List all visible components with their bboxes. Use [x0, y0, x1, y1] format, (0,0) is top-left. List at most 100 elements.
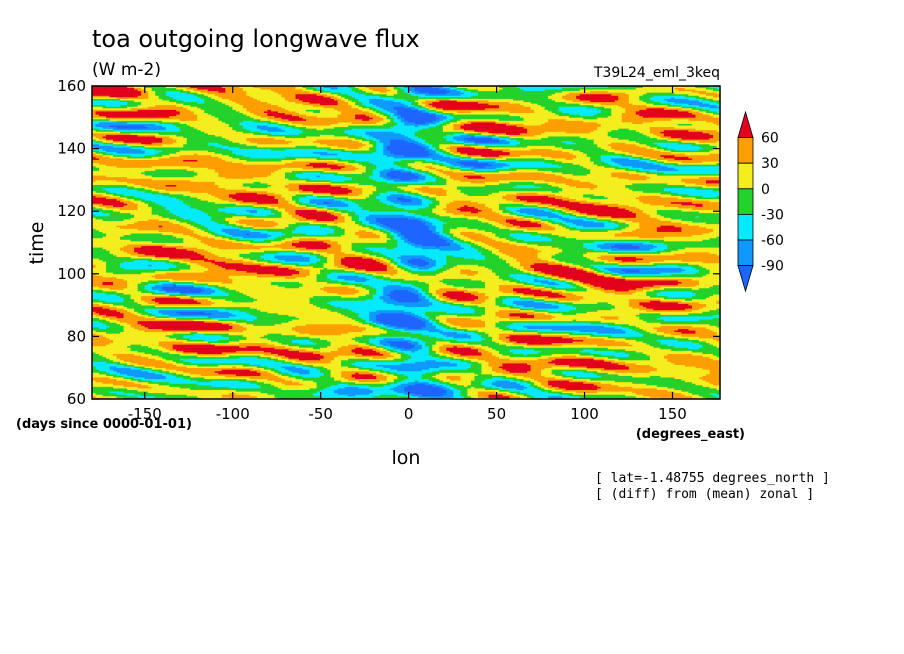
heatmap-cell — [355, 165, 367, 168]
heatmap-cell — [365, 215, 416, 218]
heatmap-cell — [327, 258, 335, 261]
heatmap-cell — [379, 320, 426, 323]
heatmap-cell — [334, 228, 346, 231]
heatmap-cell — [274, 237, 286, 240]
heatmap-cell — [453, 352, 482, 355]
heatmap-cell — [348, 265, 388, 268]
heatmap-cell — [414, 212, 437, 215]
heatmap-cell — [502, 372, 542, 375]
heatmap-cell — [488, 363, 503, 365]
heatmap-cell — [334, 378, 349, 381]
heatmap-cell — [165, 347, 174, 350]
heatmap-cell — [660, 136, 672, 139]
heatmap-cell — [151, 156, 170, 159]
heatmap-cell — [92, 372, 100, 375]
heatmap-cell — [712, 136, 721, 139]
heatmap-cell — [421, 200, 433, 203]
heatmap-cell — [421, 319, 430, 322]
heatmap-cell — [425, 219, 440, 221]
heatmap-cell — [183, 350, 237, 353]
heatmap-cell — [281, 239, 293, 242]
heatmap-cell — [162, 137, 174, 140]
heatmap-cell — [232, 327, 247, 329]
heatmap-cell — [165, 361, 177, 364]
heatmap-cell — [383, 231, 391, 234]
heatmap-cell — [92, 184, 128, 187]
heatmap-cell — [460, 244, 472, 247]
heatmap-cell — [425, 148, 433, 151]
heatmap-cell — [656, 137, 668, 140]
heatmap-cell — [362, 353, 384, 356]
heatmap-cell — [411, 283, 430, 286]
heatmap-cell — [537, 231, 623, 234]
heatmap-cell — [600, 201, 644, 204]
heatmap-cell — [358, 203, 388, 206]
heatmap-cell — [344, 278, 370, 281]
heatmap-cell — [179, 122, 226, 124]
heatmap-cell — [439, 348, 447, 351]
heatmap-cell — [428, 192, 447, 195]
heatmap-cell — [358, 183, 447, 185]
heatmap-cell — [470, 317, 510, 320]
heatmap-cell — [144, 145, 184, 148]
heatmap-cell — [102, 247, 121, 250]
heatmap-cell — [590, 286, 602, 289]
heatmap-cell — [435, 193, 447, 196]
heatmap-cell — [534, 316, 556, 319]
heatmap-cell — [597, 245, 612, 248]
heatmap-cell — [169, 314, 237, 317]
heatmap-cell — [92, 126, 103, 129]
heatmap-cell — [313, 190, 353, 193]
heatmap-cell — [456, 314, 482, 317]
heatmap-cell — [295, 200, 300, 203]
heatmap-cell — [341, 150, 377, 153]
heatmap-cell — [193, 319, 219, 322]
heatmap-cell — [186, 339, 205, 342]
heatmap-cell — [169, 348, 177, 351]
heatmap-cell — [92, 394, 103, 397]
heatmap-cell — [92, 253, 114, 256]
heatmap-cell — [281, 214, 293, 217]
heatmap-cell — [302, 267, 324, 270]
heatmap-cell — [242, 162, 286, 165]
heatmap-cell — [358, 320, 367, 323]
heatmap-cell — [228, 287, 321, 290]
heatmap-cell — [344, 269, 356, 272]
heatmap-cell — [176, 236, 195, 239]
heatmap-cell — [477, 373, 493, 376]
heatmap-cell — [712, 314, 721, 317]
heatmap-cell — [607, 197, 637, 200]
heatmap-cell — [716, 301, 721, 304]
heatmap-cell — [439, 175, 451, 178]
heatmap-cell — [179, 154, 212, 157]
heatmap-cell — [432, 201, 440, 204]
heatmap-cell — [576, 237, 710, 240]
heatmap-cell — [397, 391, 409, 394]
heatmap-cell — [453, 136, 472, 139]
heatmap-cell — [348, 344, 360, 347]
heatmap-cell — [593, 240, 651, 243]
heatmap-cell — [337, 122, 353, 124]
heatmap-cell — [460, 378, 475, 381]
heatmap-cell — [386, 195, 412, 198]
heatmap-cell — [491, 369, 507, 372]
heatmap-cell — [548, 295, 567, 298]
heatmap-cell — [646, 309, 693, 312]
heatmap-cell — [281, 234, 342, 237]
heatmap-cell — [204, 311, 230, 314]
heatmap-cell — [211, 317, 258, 320]
heatmap-cell — [383, 384, 398, 387]
heatmap-cell — [442, 231, 451, 234]
heatmap-cell — [92, 120, 117, 123]
heatmap-cell — [421, 345, 430, 348]
heatmap-cell — [565, 373, 598, 376]
heatmap-cell — [649, 240, 721, 243]
heatmap-cell — [597, 270, 605, 273]
heatmap-cell — [418, 380, 433, 383]
heatmap-cell — [221, 281, 233, 284]
heatmap-cell — [411, 265, 433, 268]
heatmap-cell — [481, 245, 493, 248]
heatmap-cell — [442, 337, 486, 340]
heatmap-cell — [148, 283, 163, 286]
heatmap-cell — [523, 217, 535, 220]
